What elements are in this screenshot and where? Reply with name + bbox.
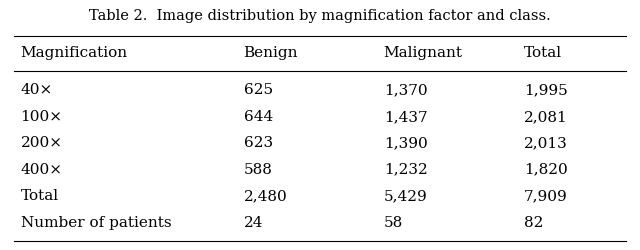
Text: 588: 588 — [244, 163, 273, 177]
Text: 1,390: 1,390 — [384, 136, 428, 150]
Text: Total: Total — [20, 189, 59, 203]
Text: 623: 623 — [244, 136, 273, 150]
Text: 1,995: 1,995 — [524, 84, 568, 98]
Text: Benign: Benign — [244, 46, 298, 60]
Text: 7,909: 7,909 — [524, 189, 568, 203]
Text: 625: 625 — [244, 84, 273, 98]
Text: Number of patients: Number of patients — [20, 216, 171, 230]
Text: 82: 82 — [524, 216, 543, 230]
Text: 2,013: 2,013 — [524, 136, 568, 150]
Text: Table 2.  Image distribution by magnification factor and class.: Table 2. Image distribution by magnifica… — [89, 9, 551, 23]
Text: 24: 24 — [244, 216, 263, 230]
Text: 400×: 400× — [20, 163, 63, 177]
Text: 1,370: 1,370 — [384, 84, 428, 98]
Text: 100×: 100× — [20, 110, 63, 124]
Text: 1,437: 1,437 — [384, 110, 428, 124]
Text: 644: 644 — [244, 110, 273, 124]
Text: 2,480: 2,480 — [244, 189, 287, 203]
Text: 1,232: 1,232 — [384, 163, 428, 177]
Text: Magnification: Magnification — [20, 46, 127, 60]
Text: 2,081: 2,081 — [524, 110, 568, 124]
Text: Total: Total — [524, 46, 562, 60]
Text: 58: 58 — [384, 216, 403, 230]
Text: Malignant: Malignant — [384, 46, 463, 60]
Text: 200×: 200× — [20, 136, 63, 150]
Text: 5,429: 5,429 — [384, 189, 428, 203]
Text: 40×: 40× — [20, 84, 52, 98]
Text: 1,820: 1,820 — [524, 163, 568, 177]
